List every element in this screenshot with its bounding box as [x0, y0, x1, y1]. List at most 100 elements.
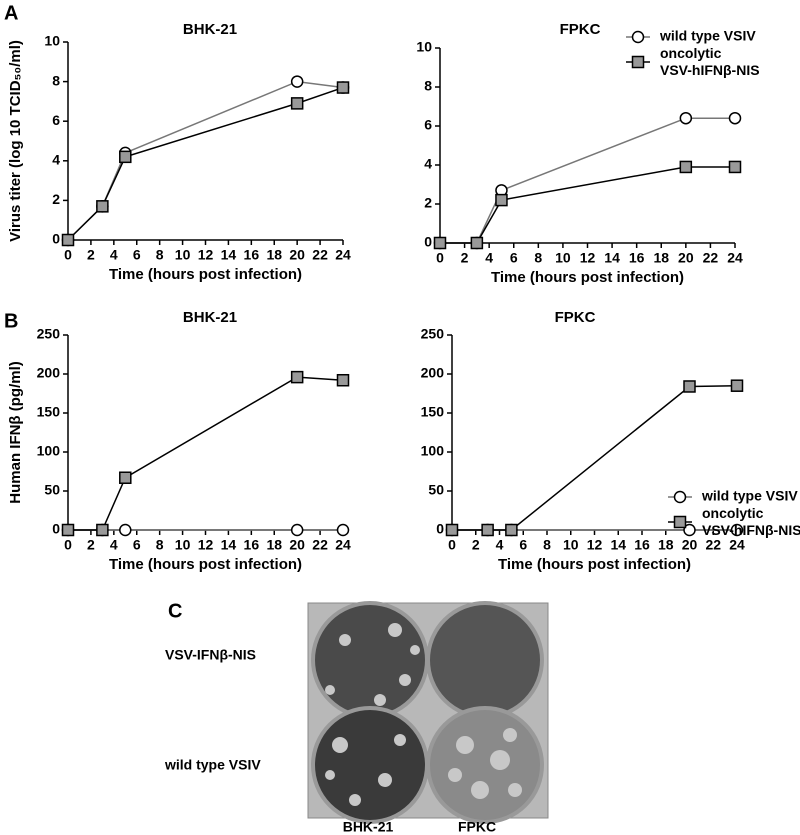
- x-tick-label: 8: [534, 250, 542, 266]
- x-axis-label: Time (hours post infection): [109, 556, 302, 573]
- y-tick-label: 2: [52, 191, 60, 207]
- y-tick-label: 0: [424, 234, 432, 250]
- marker: [495, 193, 508, 207]
- y-tick-label: 0: [52, 521, 60, 537]
- marker: [336, 523, 350, 537]
- y-tick-label: 150: [37, 404, 61, 420]
- marker: [96, 523, 109, 537]
- series-line: [452, 384, 738, 531]
- x-tick-label: 6: [133, 247, 141, 263]
- x-tick-label: 20: [289, 537, 305, 553]
- legend-marker: [631, 55, 645, 69]
- x-tick-label: 22: [705, 537, 721, 553]
- y-tick-label: 200: [37, 365, 61, 381]
- series-line: [68, 376, 344, 531]
- legend-marker: [673, 515, 687, 529]
- x-tick-label: 8: [543, 537, 551, 553]
- x-tick-label: 2: [87, 247, 95, 263]
- x-tick-label: 18: [653, 250, 669, 266]
- series-line: [67, 86, 344, 241]
- column-label: BHK-21: [343, 819, 394, 835]
- x-tick-label: 2: [472, 537, 480, 553]
- legend-label: wild type VSIV: [659, 28, 756, 44]
- column-label: FPKC: [458, 819, 496, 835]
- panel-label: A: [4, 2, 18, 24]
- y-tick-label: 150: [421, 404, 445, 420]
- panel-label: C: [168, 600, 182, 622]
- chart-title: FPKC: [555, 309, 596, 326]
- legend-line-text: VSV-hIFNβ-NIS: [702, 522, 800, 538]
- x-tick-label: 24: [729, 537, 745, 553]
- y-tick-label: 4: [424, 156, 432, 172]
- legend-line-text: oncolytic: [660, 45, 725, 61]
- x-tick-label: 14: [221, 247, 237, 263]
- y-tick-label: 6: [52, 112, 60, 128]
- y-tick-label: 0: [52, 231, 60, 247]
- marker: [505, 523, 518, 537]
- legend-label: oncolytic VSV-hIFNβ-NIS: [660, 45, 760, 78]
- legend-label: oncolytic VSV-hIFNβ-NIS: [702, 505, 800, 538]
- y-axis-label: Virus titer (log 10 TCID₅₀/ml): [7, 40, 24, 242]
- x-tick-label: 6: [510, 250, 518, 266]
- x-tick-label: 12: [198, 537, 214, 553]
- y-tick-label: 8: [52, 72, 60, 88]
- x-tick-label: 14: [610, 537, 626, 553]
- marker: [119, 150, 132, 164]
- marker: [481, 523, 494, 537]
- y-tick-label: 4: [52, 152, 60, 168]
- x-tick-label: 22: [703, 250, 719, 266]
- x-tick-label: 18: [266, 537, 282, 553]
- y-tick-label: 100: [421, 443, 445, 459]
- marker: [290, 97, 304, 110]
- legend-marker: [631, 30, 645, 44]
- x-tick-label: 0: [436, 250, 444, 266]
- marker: [730, 379, 744, 392]
- x-tick-label: 6: [133, 537, 141, 553]
- marker: [728, 160, 742, 174]
- x-tick-label: 10: [555, 250, 571, 266]
- x-tick-label: 0: [64, 247, 72, 263]
- x-tick-label: 16: [244, 537, 260, 553]
- x-tick-label: 16: [244, 247, 260, 263]
- x-tick-label: 10: [175, 537, 191, 553]
- marker: [336, 81, 350, 94]
- y-tick-label: 200: [421, 365, 445, 381]
- x-tick-label: 2: [87, 537, 95, 553]
- y-tick-label: 10: [416, 39, 432, 55]
- x-tick-label: 0: [64, 537, 72, 553]
- y-tick-label: 10: [44, 33, 60, 49]
- x-tick-label: 18: [658, 537, 674, 553]
- x-tick-label: 4: [110, 537, 118, 553]
- legend-marker: [673, 490, 687, 504]
- chart-title: BHK-21: [183, 21, 237, 38]
- y-tick-label: 250: [421, 326, 445, 342]
- x-tick-label: 8: [156, 247, 164, 263]
- plate-photo: [307, 601, 549, 824]
- x-tick-label: 20: [678, 250, 694, 266]
- y-axis-label: Human IFNβ (pg/ml): [7, 361, 24, 503]
- y-tick-label: 100: [37, 443, 61, 459]
- x-tick-label: 4: [110, 247, 118, 263]
- x-tick-label: 14: [221, 537, 237, 553]
- x-tick-label: 14: [604, 250, 620, 266]
- x-tick-label: 20: [682, 537, 698, 553]
- x-tick-label: 22: [312, 247, 328, 263]
- x-tick-label: 24: [727, 250, 743, 266]
- marker: [445, 523, 459, 537]
- y-tick-label: 6: [424, 117, 432, 133]
- x-tick-label: 8: [156, 537, 164, 553]
- chart-title: BHK-21: [183, 309, 237, 326]
- marker: [683, 523, 696, 537]
- marker: [290, 523, 304, 537]
- y-tick-label: 8: [424, 78, 432, 94]
- marker: [61, 523, 75, 537]
- marker: [119, 471, 132, 484]
- x-tick-label: 22: [312, 537, 328, 553]
- marker: [679, 111, 693, 125]
- x-axis-label: Time (hours post infection): [491, 269, 684, 286]
- y-tick-label: 50: [428, 482, 444, 498]
- x-tick-label: 24: [335, 247, 351, 263]
- x-tick-label: 16: [634, 537, 650, 553]
- marker: [679, 160, 693, 174]
- x-tick-label: 20: [289, 247, 305, 263]
